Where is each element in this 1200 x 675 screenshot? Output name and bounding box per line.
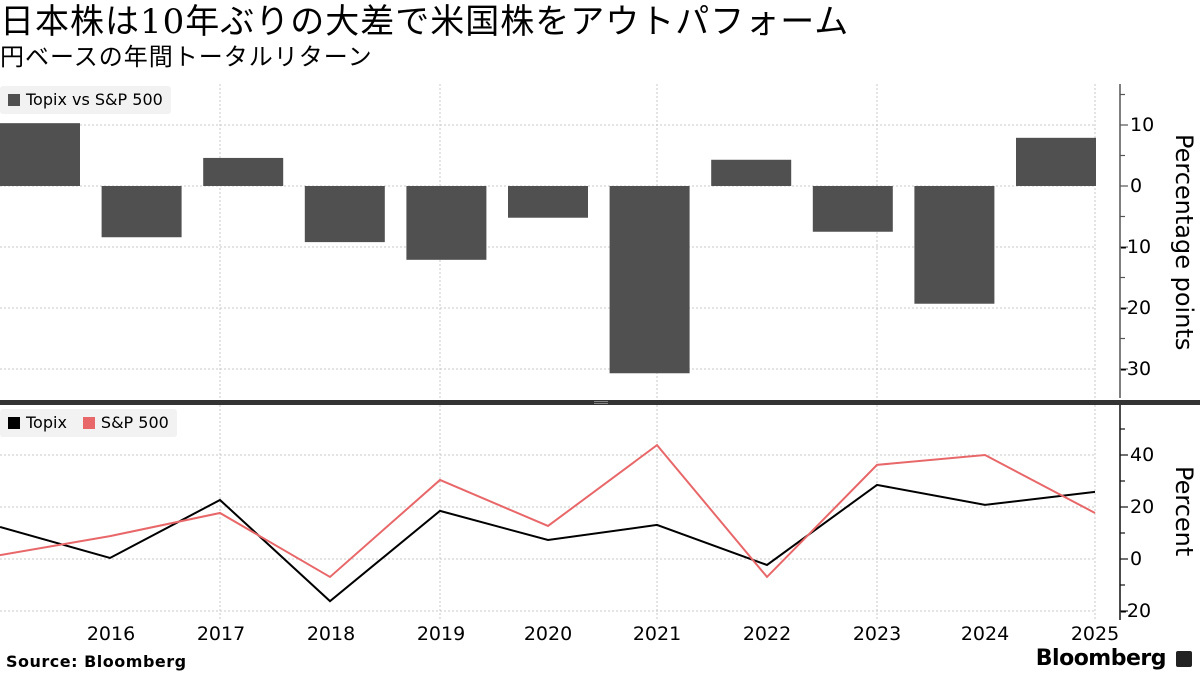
topix-swatch-icon: [8, 417, 20, 429]
xtick-label: 2021: [632, 623, 682, 645]
xtick-label: 2022: [742, 623, 792, 645]
xtick-label: 2020: [523, 623, 573, 645]
xtick-label: 2017: [196, 623, 246, 645]
xtick-label: 2025: [1070, 623, 1120, 645]
upper-ytick: 0: [1130, 175, 1143, 197]
bar-swatch-icon: [8, 94, 20, 106]
xtick-label: 2016: [86, 623, 136, 645]
lower-legend-sp500: S&P 500: [100, 413, 169, 432]
source-note: Source: Bloomberg: [6, 652, 187, 671]
lower-legend-topix: Topix: [26, 413, 67, 432]
chart-subtitle: 円ベースの年間トータルリターン: [0, 43, 373, 71]
upper-legend-label: Topix vs S&P 500: [26, 90, 163, 109]
lower-ytick: 0: [1130, 548, 1143, 570]
xtick-label: 2023: [852, 623, 902, 645]
upper-ytick: 10: [1130, 114, 1155, 136]
xtick-label: 2018: [306, 623, 356, 645]
bloomberg-logo: Bloomberg: [1035, 646, 1167, 671]
bloomberg-chart-icon: [1176, 651, 1192, 667]
lower-axis-title: Percent: [1170, 466, 1198, 557]
chart-title: 日本株は10年ぶりの大差で米国株をアウトパフォーム: [0, 2, 850, 42]
lower-ytick: -20: [1120, 600, 1152, 622]
lower-ytick: 20: [1130, 496, 1155, 518]
upper-ytick: -30: [1120, 358, 1152, 380]
upper-axis-title: Percentage points: [1170, 134, 1198, 351]
lower-legend: Topix S&P 500: [0, 409, 177, 437]
upper-ytick: -20: [1120, 297, 1152, 319]
xtick-label: 2024: [960, 623, 1010, 645]
sp500-swatch-icon: [82, 417, 95, 429]
upper-ytick: -10: [1120, 236, 1152, 258]
xtick-label: 2019: [416, 623, 466, 645]
upper-legend: Topix vs S&P 500: [0, 86, 171, 114]
lower-ytick: 40: [1130, 444, 1155, 466]
